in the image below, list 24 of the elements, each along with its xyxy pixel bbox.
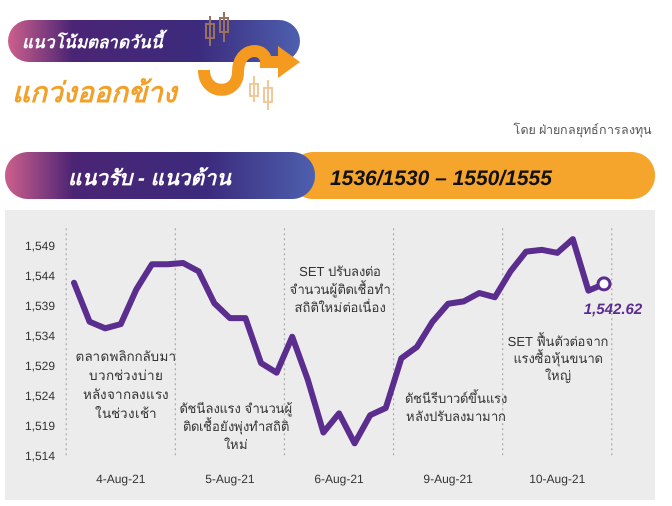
text: โดย ฝ่ายกลยุทธ์การลงทุน	[514, 122, 652, 138]
text: แนวรับ - แนวต้าน	[68, 167, 233, 190]
chart-title: แนวโน้มตลาดวันนี้	[22, 29, 168, 52]
text: 1536/1530 – 1550/1555	[330, 167, 552, 190]
y-tick-label: 1,549	[24, 239, 56, 254]
annotation: SET ฟื้นตัวต่อจาก แรงซื้อหุ้นขนาด ใหญ่	[508, 332, 608, 383]
annotation: ตลาดพลิกกลับมา บวกช่วงบ่าย หลังจากลงแรง ในช่วงเช้า	[76, 349, 176, 421]
x-tick-label: 6-Aug-21	[314, 472, 364, 486]
x-tick-label: 10-Aug-21	[529, 472, 586, 486]
y-tick-label: 1,519	[24, 418, 56, 433]
x-tick-label: 5-Aug-21	[205, 472, 255, 486]
annotation: SET ปรับลงต่อ จำนวนผู้ติดเชื้อทำ สถิติใหม่ต่อเนื่อง	[290, 264, 390, 315]
annotation: ดัชนีรีบาวด์ขึ้นแรง หลังปรับลงมามาก	[405, 389, 507, 424]
y-tick-label: 1,534	[24, 329, 56, 344]
y-tick-label: 1,544	[24, 269, 56, 284]
y-tick-label: 1,524	[24, 388, 56, 403]
chart-subtitle: แกว่งออกข้าง	[12, 77, 179, 108]
x-tick-label: 9-Aug-21	[423, 472, 474, 486]
y-tick-label: 1,529	[24, 358, 56, 373]
y-tick-label: 1,539	[24, 299, 56, 314]
data-label: 1,542.62	[584, 300, 643, 318]
y-tick-label: 1,514	[24, 448, 56, 463]
x-tick-label: 4-Aug-21	[96, 472, 146, 486]
annotation: ดัชนีลงแรง จำนวนผู้ ติดเชื้อยังพุ่งทำสถิติ ใหม่	[180, 401, 292, 452]
